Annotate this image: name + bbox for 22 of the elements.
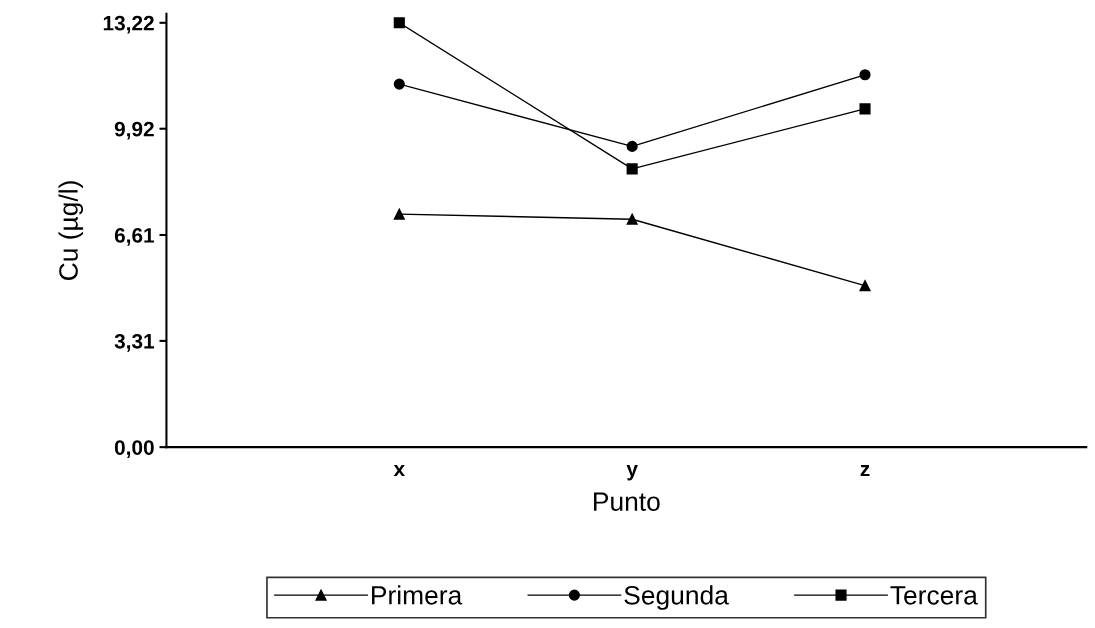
- point: [626, 140, 638, 152]
- point: [859, 69, 871, 81]
- point: [393, 17, 405, 29]
- point: [626, 213, 638, 225]
- legend-label: Primera: [372, 585, 463, 605]
- y-tick-label: 3,31: [114, 333, 155, 352]
- point: [393, 78, 405, 90]
- y-axis-title: Cu (µg/l): [58, 181, 84, 280]
- legend-label: Segunda: [624, 585, 729, 610]
- x-axis-title: Punto: [594, 492, 660, 511]
- point: [626, 163, 638, 175]
- y-tick-label: 13,22: [103, 15, 154, 34]
- x-tick-label: z: [860, 465, 870, 477]
- legend-label: Tercera: [890, 586, 978, 605]
- point: [859, 280, 871, 292]
- point: [393, 208, 405, 220]
- x-tick-label: x: [393, 465, 405, 477]
- x-tick-label: y: [626, 465, 638, 481]
- y-tick-label: 6,61: [114, 227, 155, 246]
- y-tick-label: 0,00: [114, 440, 154, 458]
- y-tick-label: 9,92: [114, 121, 154, 140]
- point: [859, 103, 871, 115]
